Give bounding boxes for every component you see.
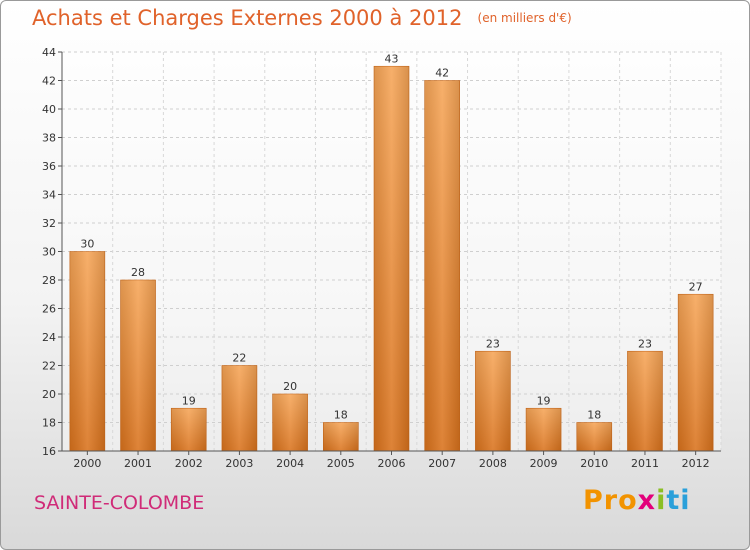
y-tick-label: 20 xyxy=(42,388,56,401)
bar-shade xyxy=(323,422,359,451)
logo-part-3: i xyxy=(656,485,667,516)
value-label: 23 xyxy=(486,337,500,350)
bars xyxy=(69,65,714,452)
logo-part-4: ti xyxy=(666,485,691,516)
y-tick-label: 24 xyxy=(42,331,56,344)
x-tick-label: 2012 xyxy=(682,457,710,470)
value-label: 42 xyxy=(435,67,449,80)
value-label: 20 xyxy=(283,380,297,393)
bar-shade xyxy=(526,408,562,451)
proxiti-logo[interactable]: Proxiti xyxy=(583,485,691,516)
place-name: SAINTE-COLOMBE xyxy=(34,492,205,514)
y-tick-label: 38 xyxy=(42,132,56,145)
x-tick-label: 2004 xyxy=(276,457,304,470)
bar-shade xyxy=(475,351,511,451)
y-tick-label: 40 xyxy=(42,103,56,116)
x-tick-label: 2003 xyxy=(225,457,253,470)
y-tick-label: 44 xyxy=(42,46,56,59)
bar-shade xyxy=(678,294,714,451)
bar-shade xyxy=(272,394,308,451)
y-tick-label: 16 xyxy=(42,445,56,458)
bar-shade xyxy=(627,351,663,451)
chart-subtitle: (en milliers d'€) xyxy=(477,11,572,25)
y-tick-label: 30 xyxy=(42,246,56,259)
x-tick-label: 2001 xyxy=(124,457,152,470)
value-label: 27 xyxy=(689,280,703,293)
value-label: 30 xyxy=(80,238,94,251)
x-tick-label: 2009 xyxy=(530,457,558,470)
logo-part-2: x xyxy=(637,485,657,516)
y-tick-label: 18 xyxy=(42,417,56,430)
y-tick-label: 42 xyxy=(42,75,56,88)
bar-shade xyxy=(69,251,105,451)
x-tick-label: 2002 xyxy=(175,457,203,470)
bar-shade xyxy=(576,422,612,451)
value-label: 18 xyxy=(334,409,348,422)
x-tick-label: 2010 xyxy=(580,457,608,470)
value-label: 18 xyxy=(587,409,601,422)
value-label: 19 xyxy=(537,394,551,407)
x-tick-label: 2000 xyxy=(73,457,101,470)
y-tick-label: 34 xyxy=(42,189,56,202)
value-label: 43 xyxy=(385,52,399,65)
logo-part-1: Pro xyxy=(583,485,638,516)
y-tick-label: 28 xyxy=(42,274,56,287)
y-tick-label: 22 xyxy=(42,360,56,373)
x-tick-label: 2011 xyxy=(631,457,659,470)
labels: 16 18 20 22 24 26 28 30 32 34 36 38 40 42 44 30 2000 28 20… xyxy=(42,46,710,470)
value-label: 23 xyxy=(638,337,652,350)
bar-shade xyxy=(120,280,156,451)
y-tick-label: 32 xyxy=(42,217,56,230)
value-label: 19 xyxy=(182,394,196,407)
bar-shade xyxy=(171,408,207,451)
chart-title: Achats et Charges Externes 2000 à 2012 xyxy=(32,6,463,30)
y-tick-label: 36 xyxy=(42,160,56,173)
x-tick-label: 2005 xyxy=(327,457,355,470)
value-label: 22 xyxy=(232,352,246,365)
y-tick-label: 26 xyxy=(42,303,56,316)
bar-shade xyxy=(221,365,257,451)
x-tick-label: 2007 xyxy=(428,457,456,470)
x-tick-label: 2006 xyxy=(378,457,406,470)
bar-shade xyxy=(374,66,409,451)
x-tick-label: 2008 xyxy=(479,457,507,470)
value-label: 28 xyxy=(131,266,145,279)
title-row: Achats et Charges Externes 2000 à 2012 (… xyxy=(32,6,572,30)
bar-shade xyxy=(424,80,460,451)
axes xyxy=(58,51,721,455)
